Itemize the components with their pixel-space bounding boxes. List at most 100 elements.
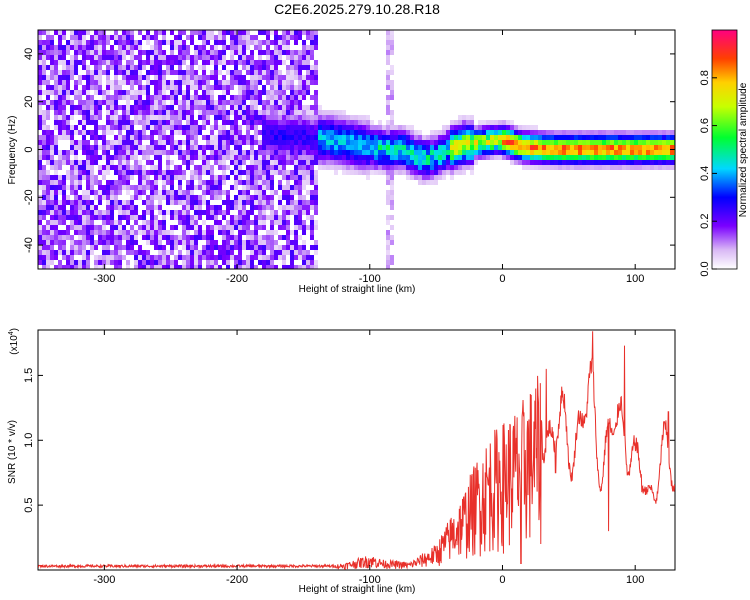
heatmap-cell: [170, 195, 174, 200]
heatmap-cell: [142, 170, 146, 175]
heatmap-cell: [42, 155, 46, 160]
heatmap-cell: [286, 85, 290, 90]
heatmap-cell: [174, 85, 178, 90]
heatmap-cell: [270, 250, 274, 255]
heatmap-cell: [650, 130, 654, 135]
heatmap-cell: [450, 165, 454, 170]
heatmap-cell: [150, 265, 154, 269]
heatmap-cell: [154, 65, 158, 70]
heatmap-cell: [250, 140, 254, 145]
heatmap-cell: [218, 35, 222, 40]
heatmap-cell: [642, 130, 646, 135]
heatmap-cell: [118, 60, 122, 65]
heatmap-cell: [526, 150, 530, 155]
heatmap-cell: [234, 155, 238, 160]
heatmap-cell: [258, 195, 262, 200]
heatmap-cell: [146, 180, 150, 185]
heatmap-cell: [38, 260, 42, 265]
heatmap-cell: [218, 55, 222, 60]
heatmap-cell: [242, 85, 246, 90]
heatmap-cell: [78, 245, 82, 250]
heatmap-cell: [658, 145, 662, 150]
heatmap-cell: [70, 185, 74, 190]
heatmap-cell: [62, 70, 66, 75]
heatmap-cell: [398, 140, 402, 145]
heatmap-cell: [386, 260, 390, 265]
heatmap-cell: [206, 80, 210, 85]
heatmap-cell: [166, 65, 170, 70]
heatmap-cell: [662, 145, 666, 150]
heatmap-cell: [234, 130, 238, 135]
heatmap-cell: [266, 245, 270, 250]
heatmap-cell: [498, 120, 502, 125]
heatmap-cell: [318, 105, 322, 110]
heatmap-cell: [122, 65, 126, 70]
heatmap-cell: [202, 165, 206, 170]
heatmap-cell: [158, 65, 162, 70]
heatmap-cell: [226, 130, 230, 135]
heatmap-cell: [238, 260, 242, 265]
heatmap-cell: [350, 170, 354, 175]
heatmap-cell: [174, 55, 178, 60]
heatmap-cell: [182, 235, 186, 240]
heatmap-cell: [110, 65, 114, 70]
heatmap-cell: [666, 145, 670, 150]
heatmap-cell: [186, 65, 190, 70]
heatmap-cell: [210, 30, 214, 35]
heatmap-cell: [302, 120, 306, 125]
heatmap-cell: [154, 35, 158, 40]
heatmap-cell: [62, 65, 66, 70]
heatmap-cell: [386, 110, 390, 115]
heatmap-cell: [206, 205, 210, 210]
heatmap-cell: [130, 150, 134, 155]
heatmap-cell: [126, 265, 130, 269]
heatmap-cell: [590, 140, 594, 145]
heatmap-cell: [62, 35, 66, 40]
heatmap-cell: [246, 140, 250, 145]
heatmap-cell: [262, 30, 266, 35]
heatmap-cell: [410, 145, 414, 150]
heatmap-cell: [558, 130, 562, 135]
heatmap-cell: [262, 195, 266, 200]
heatmap-cell: [46, 180, 50, 185]
heatmap-cell: [254, 155, 258, 160]
heatmap-cell: [394, 150, 398, 155]
heatmap-cell: [462, 140, 466, 145]
heatmap-cell: [258, 190, 262, 195]
heatmap-cell: [246, 180, 250, 185]
heatmap-cell: [74, 220, 78, 225]
heatmap-cell: [122, 50, 126, 55]
heatmap-cell: [278, 185, 282, 190]
heatmap-cell: [110, 160, 114, 165]
heatmap-cell: [254, 245, 258, 250]
heatmap-cell: [182, 80, 186, 85]
heatmap-cell: [282, 100, 286, 105]
heatmap-cell: [66, 65, 70, 70]
heatmap-cell: [582, 145, 586, 150]
heatmap-cell: [134, 240, 138, 245]
heatmap-cell: [242, 110, 246, 115]
heatmap-cell: [278, 35, 282, 40]
heatmap-cell: [86, 205, 90, 210]
heatmap-cell: [206, 40, 210, 45]
heatmap-cell: [574, 145, 578, 150]
heatmap-cell: [154, 115, 158, 120]
heatmap-cell: [54, 140, 58, 145]
heatmap-cell: [626, 165, 630, 170]
heatmap-cell: [154, 150, 158, 155]
heatmap-cell: [190, 130, 194, 135]
heatmap-cell: [358, 120, 362, 125]
heatmap-cell: [234, 95, 238, 100]
heatmap-cell: [398, 150, 402, 155]
heatmap-cell: [302, 265, 306, 269]
heatmap-cell: [170, 120, 174, 125]
heatmap-cell: [90, 215, 94, 220]
heatmap-cell: [90, 200, 94, 205]
heatmap-cell: [286, 190, 290, 195]
heatmap-cell: [258, 260, 262, 265]
heatmap-cell: [602, 160, 606, 165]
heatmap-cell: [474, 135, 478, 140]
heatmap-cell: [226, 230, 230, 235]
heatmap-cell: [202, 105, 206, 110]
heatmap-cell: [334, 120, 338, 125]
